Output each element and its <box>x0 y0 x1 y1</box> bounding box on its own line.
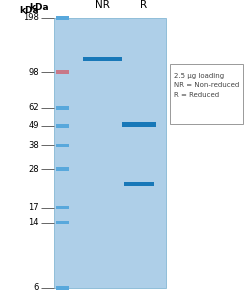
Text: NR: NR <box>95 1 110 10</box>
Bar <box>124 182 154 186</box>
Bar <box>122 122 156 127</box>
Text: 28: 28 <box>28 164 39 173</box>
Text: 2.5 μg loading
NR = Non-reduced
R = Reduced: 2.5 μg loading NR = Non-reduced R = Redu… <box>174 73 240 98</box>
Text: R: R <box>140 1 148 10</box>
Text: 49: 49 <box>29 121 39 130</box>
Text: 198: 198 <box>23 14 39 22</box>
Text: 14: 14 <box>29 218 39 227</box>
Text: 62: 62 <box>28 103 39 112</box>
Text: 98: 98 <box>28 68 39 77</box>
Bar <box>56 143 69 147</box>
Bar <box>54 18 166 288</box>
Text: 38: 38 <box>28 141 39 150</box>
Bar <box>56 70 69 74</box>
FancyBboxPatch shape <box>170 64 243 124</box>
Bar <box>56 286 69 290</box>
Bar <box>56 221 69 224</box>
Bar <box>56 124 69 128</box>
Bar <box>56 167 69 171</box>
Text: 17: 17 <box>28 203 39 212</box>
Bar <box>56 16 69 20</box>
Bar <box>56 206 69 209</box>
Text: 6: 6 <box>34 284 39 292</box>
Bar <box>83 57 122 62</box>
Text: kDa: kDa <box>29 3 49 12</box>
Text: kDa: kDa <box>20 6 39 15</box>
Bar <box>56 106 69 110</box>
